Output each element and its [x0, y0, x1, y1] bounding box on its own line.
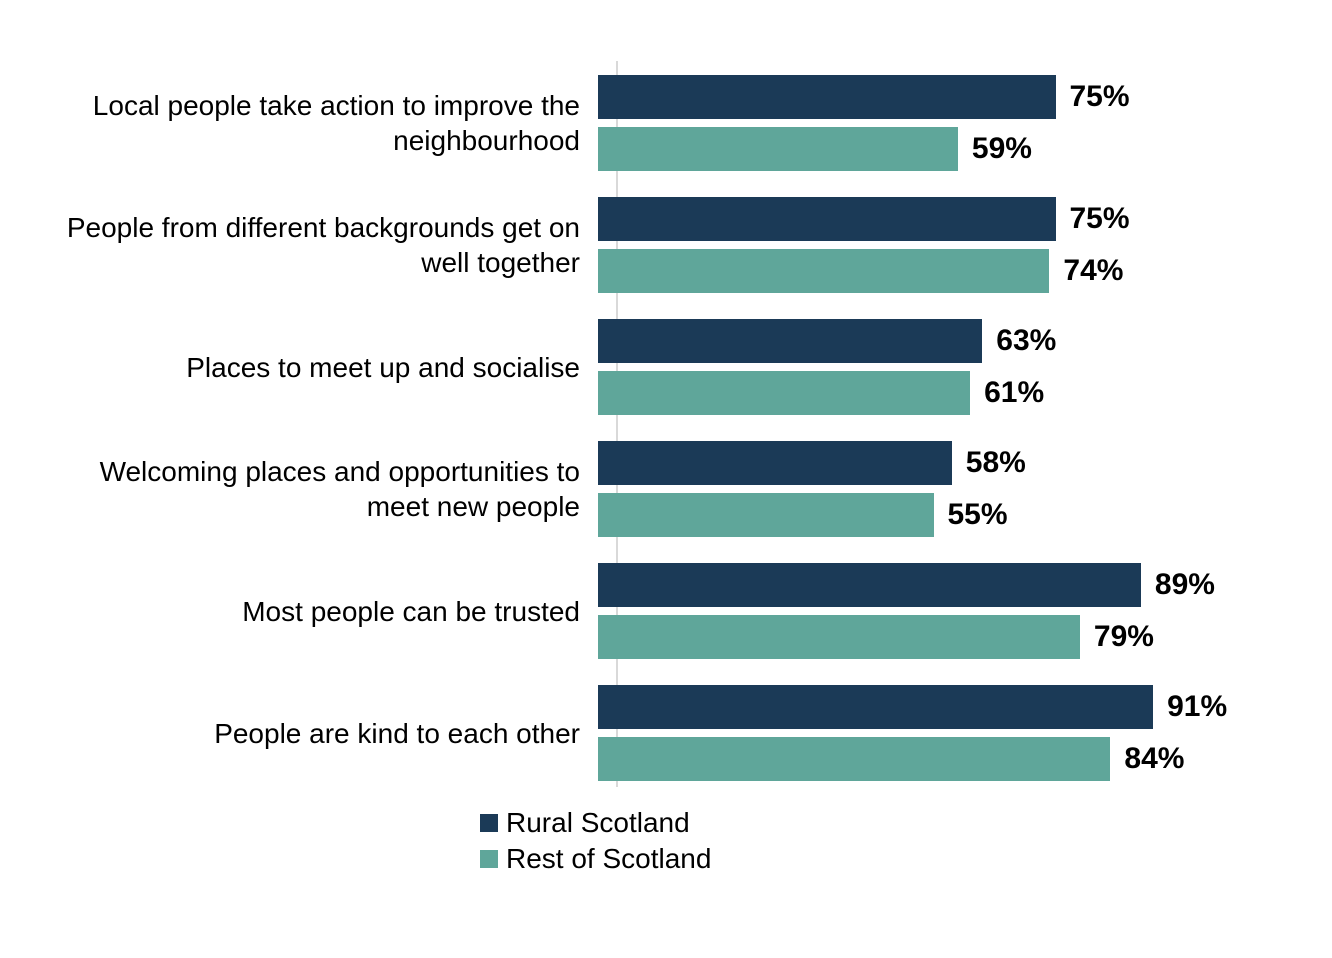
- bar-value: 75%: [1070, 80, 1130, 114]
- bar-groups: Local people take action to improve the …: [50, 75, 1280, 781]
- bar-value: 91%: [1167, 690, 1227, 724]
- category-group: Most people can be trusted89%79%: [50, 563, 1280, 659]
- bar-rest: [598, 615, 1080, 659]
- bar-rural: [598, 319, 982, 363]
- bar-row: 74%: [598, 249, 1280, 293]
- legend-item-rural: Rural Scotland: [480, 807, 1280, 839]
- bar-value: 59%: [972, 132, 1032, 166]
- bar-value: 55%: [948, 498, 1008, 532]
- bar-rural: [598, 563, 1141, 607]
- category-group: Local people take action to improve the …: [50, 75, 1280, 171]
- category-group: People are kind to each other 91% 84%: [50, 685, 1280, 781]
- bar-pair: 75% 74%: [598, 197, 1280, 293]
- bar-rural: [598, 441, 952, 485]
- bar-rural: [598, 197, 1056, 241]
- bar-row: 61%: [598, 371, 1280, 415]
- category-label: Local people take action to improve the …: [50, 75, 598, 171]
- bar-pair: 58% 55%: [598, 441, 1280, 537]
- bar-row: 55%: [598, 493, 1280, 537]
- bar-rural: [598, 685, 1153, 729]
- bar-value: 75%: [1070, 202, 1130, 236]
- bar-row: 84%: [598, 737, 1280, 781]
- bar-rest: [598, 737, 1110, 781]
- bar-value: 84%: [1124, 742, 1184, 776]
- category-group: Places to meet up and socialise 63% 61%: [50, 319, 1280, 415]
- bar-pair: 89%79%: [598, 563, 1280, 659]
- bar-value: 79%: [1094, 620, 1154, 654]
- bar-row: 63%: [598, 319, 1280, 363]
- bar-pair: 63% 61%: [598, 319, 1280, 415]
- bar-row: 75%: [598, 75, 1280, 119]
- chart-container: Local people take action to improve the …: [50, 75, 1280, 879]
- bar-row: 89%: [598, 563, 1280, 607]
- bar-row: 79%: [598, 615, 1280, 659]
- bar-pair: 75% 59%: [598, 75, 1280, 171]
- category-group: Welcoming places and opportunities to me…: [50, 441, 1280, 537]
- bar-rest: [598, 249, 1049, 293]
- category-label: Welcoming places and opportunities to me…: [50, 441, 598, 537]
- bar-pair: 91% 84%: [598, 685, 1280, 781]
- bar-value: 74%: [1063, 254, 1123, 288]
- category-label: People from different backgrounds get on…: [50, 197, 598, 293]
- category-label: Places to meet up and socialise: [50, 319, 598, 415]
- bar-row: 91%: [598, 685, 1280, 729]
- bar-value: 61%: [984, 376, 1044, 410]
- bar-rural: [598, 75, 1056, 119]
- legend-swatch-rural: [480, 814, 498, 832]
- legend-item-rest: Rest of Scotland: [480, 843, 1280, 875]
- legend-swatch-rest: [480, 850, 498, 868]
- bar-value: 58%: [966, 446, 1026, 480]
- category-label: People are kind to each other: [50, 685, 598, 781]
- bar-row: 75%: [598, 197, 1280, 241]
- bar-row: 58%: [598, 441, 1280, 485]
- legend: Rural Scotland Rest of Scotland: [480, 807, 1280, 875]
- category-label: Most people can be trusted: [50, 563, 598, 659]
- bar-row: 59%: [598, 127, 1280, 171]
- bar-rest: [598, 493, 934, 537]
- bar-value: 63%: [996, 324, 1056, 358]
- bar-rest: [598, 371, 970, 415]
- category-group: People from different backgrounds get on…: [50, 197, 1280, 293]
- legend-label-rural: Rural Scotland: [506, 807, 690, 839]
- bar-value: 89%: [1155, 568, 1215, 602]
- bar-rest: [598, 127, 958, 171]
- legend-label-rest: Rest of Scotland: [506, 843, 711, 875]
